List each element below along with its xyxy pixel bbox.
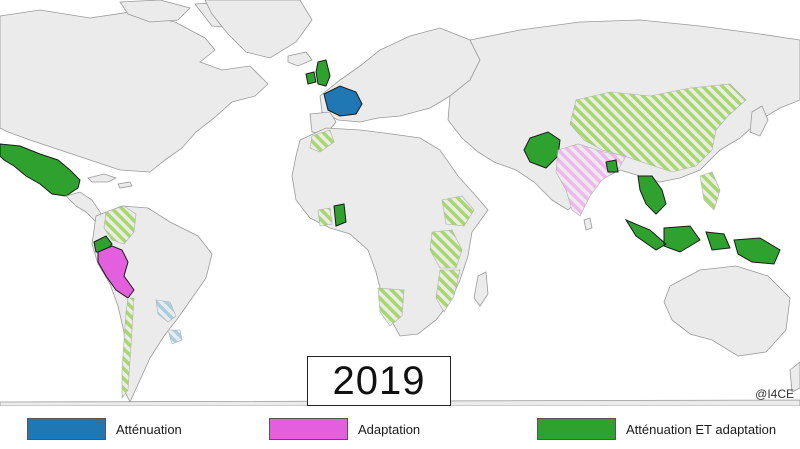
country-paraguay[interactable] bbox=[155, 299, 177, 323]
legend: Atténuation Adaptation Atténuation ET ad… bbox=[0, 406, 800, 449]
country-china[interactable] bbox=[569, 83, 747, 173]
world-map-panel: 2019 @I4CE bbox=[0, 0, 800, 407]
credit-label: @I4CE bbox=[755, 387, 794, 401]
caribbean-islands bbox=[87, 173, 133, 189]
country-united-kingdom[interactable] bbox=[315, 59, 331, 87]
legend-swatch-both bbox=[537, 418, 616, 440]
legend-swatch-adaptation bbox=[269, 418, 348, 440]
country-ethiopia[interactable] bbox=[441, 195, 475, 227]
iceland bbox=[287, 51, 313, 67]
greenland bbox=[204, 0, 313, 59]
japan bbox=[749, 105, 769, 137]
country-colombia[interactable] bbox=[103, 205, 137, 245]
country-pakistan[interactable] bbox=[523, 131, 561, 169]
legend-item-both: Atténuation ET adaptation bbox=[537, 418, 776, 440]
legend-label-adaptation: Adaptation bbox=[358, 421, 421, 437]
country-peru[interactable] bbox=[97, 245, 135, 299]
country-kenya-tanzania[interactable] bbox=[429, 229, 463, 269]
north-america-landmass bbox=[0, 9, 269, 173]
legend-item-adaptation: Adaptation bbox=[269, 418, 420, 440]
sri-lanka bbox=[583, 217, 593, 231]
country-france[interactable] bbox=[323, 85, 363, 117]
legend-label-mitigation: Atténuation bbox=[116, 421, 182, 437]
country-ghana[interactable] bbox=[333, 203, 347, 227]
country-bangladesh[interactable] bbox=[605, 159, 619, 173]
legend-swatch-mitigation bbox=[27, 418, 106, 440]
australia bbox=[663, 265, 791, 357]
madagascar bbox=[473, 271, 489, 307]
country-uruguay[interactable] bbox=[167, 329, 183, 345]
world-map bbox=[0, 0, 800, 406]
country-mozambique[interactable] bbox=[435, 269, 461, 313]
new-zealand bbox=[789, 361, 800, 393]
country-vietnam[interactable] bbox=[637, 175, 667, 215]
legend-label-both: Atténuation ET adaptation bbox=[626, 421, 777, 437]
country-philippines[interactable] bbox=[699, 171, 721, 211]
country-namibia[interactable] bbox=[377, 287, 405, 327]
legend-item-mitigation: Atténuation bbox=[27, 418, 182, 440]
country-indonesia[interactable] bbox=[624, 218, 781, 265]
country-morocco[interactable] bbox=[309, 129, 335, 153]
country-ireland[interactable] bbox=[305, 71, 317, 85]
country-chile[interactable] bbox=[121, 297, 135, 399]
year-label: 2019 bbox=[307, 356, 451, 406]
country-cote-divoire[interactable] bbox=[317, 207, 333, 227]
